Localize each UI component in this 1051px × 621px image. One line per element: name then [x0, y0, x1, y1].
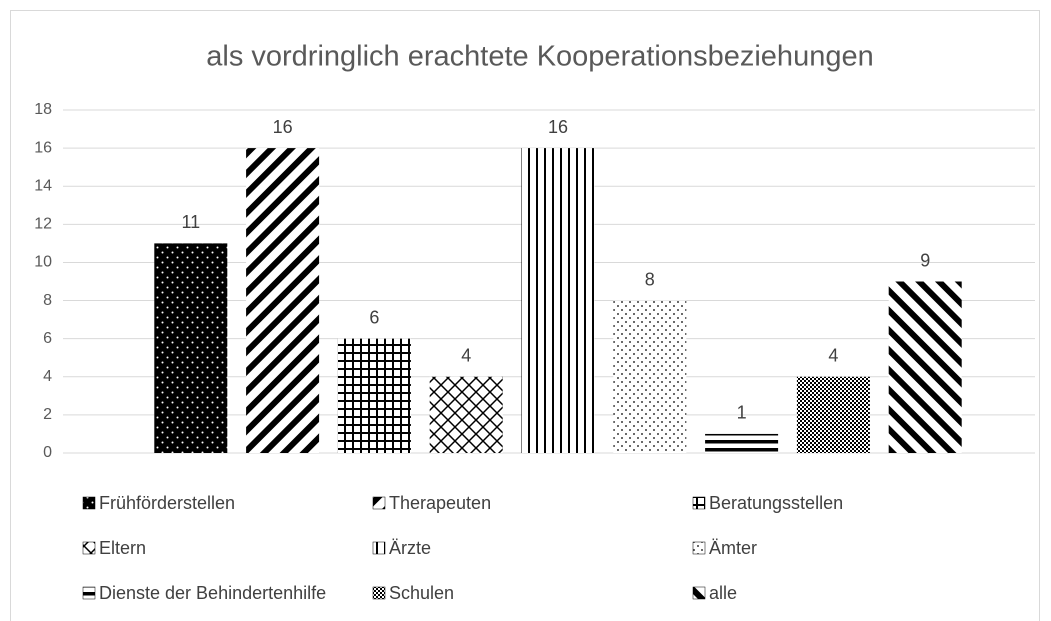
legend-marker	[82, 541, 96, 555]
legend-marker	[692, 541, 706, 555]
legend-label: Eltern	[99, 538, 146, 558]
bar	[613, 300, 687, 453]
legend-label: Dienste der Behindertenhilfe	[99, 583, 326, 603]
y-tick-label: 10	[34, 254, 52, 271]
bar	[154, 243, 228, 453]
legend-marker	[372, 496, 386, 510]
value-label: 8	[645, 269, 655, 289]
legend-label: Ämter	[709, 538, 757, 558]
value-label: 4	[461, 346, 471, 366]
legend-label: Beratungsstellen	[709, 493, 843, 513]
value-label: 11	[181, 212, 200, 232]
y-tick-label: 8	[43, 292, 52, 309]
bar	[796, 376, 870, 453]
y-tick-label: 18	[34, 101, 52, 118]
legend-marker	[82, 496, 96, 510]
value-label: 9	[920, 250, 930, 270]
bar	[246, 148, 320, 453]
y-tick-label: 0	[43, 444, 52, 461]
y-tick-label: 14	[34, 177, 52, 194]
bar	[337, 338, 411, 453]
legend-marker	[372, 541, 386, 555]
value-label: 6	[369, 307, 379, 327]
legend-label: Schulen	[389, 583, 454, 603]
legend-marker	[82, 586, 96, 600]
y-tick-label: 12	[34, 216, 52, 233]
legend-label: Frühförderstellen	[99, 493, 235, 513]
value-label: 16	[548, 117, 568, 137]
legend-label: alle	[709, 583, 737, 603]
bar	[521, 148, 595, 453]
legend-marker	[692, 496, 706, 510]
legend-label: Ärzte	[389, 538, 431, 558]
y-tick-label: 6	[43, 330, 52, 347]
value-label: 16	[273, 117, 293, 137]
value-label: 1	[737, 403, 747, 423]
legend-marker	[692, 586, 706, 600]
legend-marker	[372, 586, 386, 600]
value-label: 4	[828, 346, 838, 366]
chart-title: als vordringlich erachtete Kooperationsb…	[206, 41, 873, 73]
bar	[888, 281, 962, 453]
y-tick-label: 2	[43, 406, 52, 423]
y-tick-label: 4	[43, 368, 52, 385]
bar	[705, 433, 779, 453]
legend-label: Therapeuten	[389, 493, 491, 513]
y-tick-label: 16	[34, 139, 52, 156]
bar	[429, 376, 503, 453]
